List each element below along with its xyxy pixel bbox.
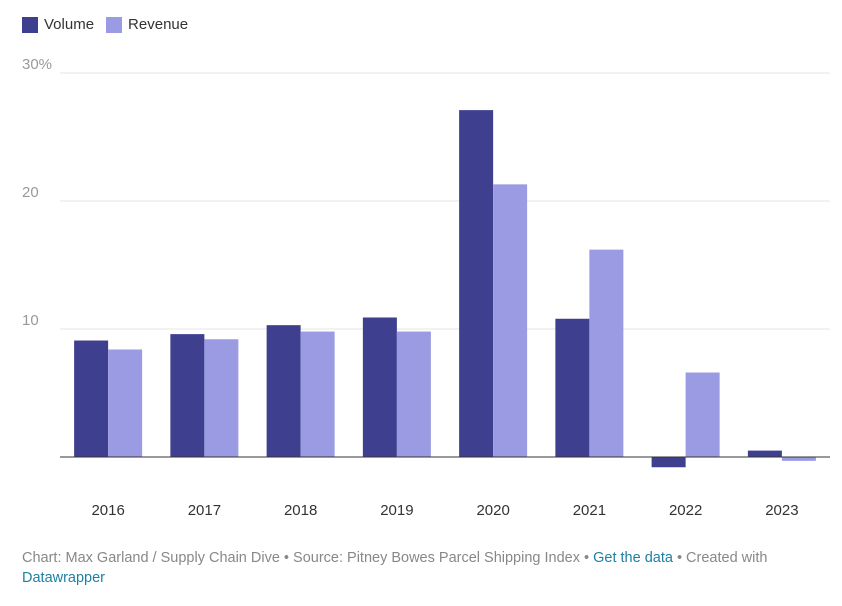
bar-revenue-2021 [589, 249, 624, 457]
bar-revenue-2016 [108, 349, 143, 457]
chart-legend: Volume Revenue [22, 16, 200, 33]
bar-volume-2021 [555, 318, 590, 457]
x-tick-label: 2019 [380, 502, 413, 519]
datawrapper-link[interactable]: Datawrapper [22, 570, 106, 586]
x-tick-label: 2018 [284, 502, 317, 519]
bar-revenue-2020 [493, 184, 528, 458]
bar-revenue-2019 [396, 331, 431, 457]
get-the-data-link[interactable]: Get the data [593, 550, 673, 566]
legend-swatch-revenue [106, 16, 123, 33]
bar-revenue-2017 [204, 339, 239, 457]
x-tick-label: 2016 [91, 502, 124, 519]
x-tick-label: 2021 [573, 502, 606, 519]
legend-swatch-volume [22, 16, 38, 33]
x-tick-label: 2023 [765, 502, 798, 519]
legend-label-revenue: Revenue [128, 16, 189, 33]
y-tick-label: 10 [22, 312, 39, 329]
bar-revenue-2023 [781, 457, 816, 461]
bar-chart: 10 20 30% 2016 2017 2018 2019 2020 2021 2022 2023 [22, 56, 830, 519]
y-tick-label: 20 [22, 184, 39, 201]
bar-volume-2016 [74, 340, 109, 457]
bar-volume-2018 [266, 325, 301, 457]
bar-volume-2020 [459, 110, 494, 458]
legend-item-volume: Volume [22, 16, 94, 33]
legend-label-volume: Volume [44, 16, 95, 33]
x-tick-label: 2017 [188, 502, 221, 519]
bar-volume-2019 [362, 317, 397, 457]
footer-created-with: • Created with [672, 550, 768, 566]
bar-revenue-2018 [300, 331, 335, 457]
chart-footer: Chart: Max Garland / Supply Chain Dive •… [22, 548, 822, 588]
x-tick-label: 2022 [669, 502, 702, 519]
footer-credit: Chart: Max Garland / Supply Chain Dive •… [22, 550, 594, 566]
y-tick-label: 30% [22, 56, 52, 73]
bar-volume-2017 [170, 334, 205, 457]
bar-volume-2023 [747, 450, 782, 457]
legend-item-revenue: Revenue [106, 16, 188, 33]
x-tick-label: 2020 [476, 502, 509, 519]
bar-volume-2022 [651, 457, 686, 468]
bar-revenue-2022 [685, 372, 720, 457]
